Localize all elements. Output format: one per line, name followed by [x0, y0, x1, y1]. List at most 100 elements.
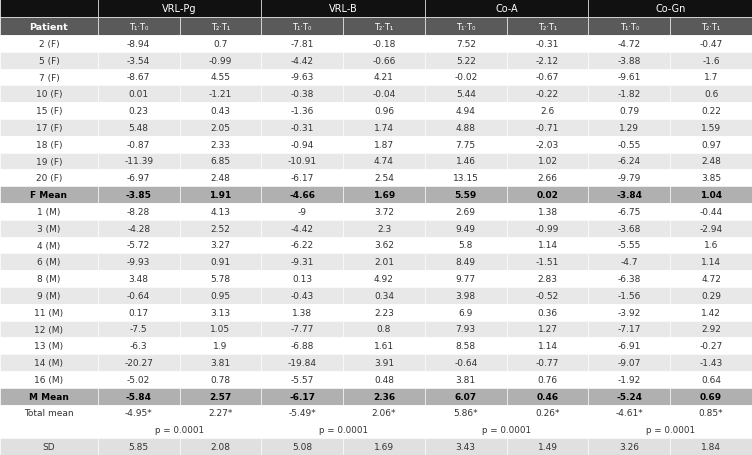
Bar — [0, 0, 98, 18]
Bar — [589, 170, 670, 187]
Text: -6.88: -6.88 — [290, 342, 314, 350]
Text: -2.12: -2.12 — [536, 56, 559, 66]
Bar — [343, 371, 425, 388]
Bar — [343, 103, 425, 120]
Bar — [507, 53, 589, 70]
Bar — [343, 438, 425, 455]
Text: -19.84: -19.84 — [288, 359, 317, 367]
Bar — [262, 220, 343, 237]
Text: -4.66: -4.66 — [290, 191, 315, 200]
Bar — [507, 103, 589, 120]
Bar — [589, 53, 670, 70]
Bar — [0, 254, 98, 271]
Text: 1.9: 1.9 — [214, 342, 228, 350]
Text: VRL-Pg: VRL-Pg — [162, 4, 197, 14]
Bar — [98, 304, 180, 321]
Text: -0.99: -0.99 — [209, 56, 232, 66]
Bar — [0, 18, 98, 36]
Bar — [180, 388, 262, 404]
Bar — [98, 404, 180, 421]
Bar — [343, 271, 425, 288]
Text: 10 (F): 10 (F) — [35, 90, 62, 99]
Bar — [507, 18, 589, 36]
Text: F Mean: F Mean — [30, 191, 68, 200]
Bar — [0, 404, 98, 421]
Text: 2.83: 2.83 — [538, 274, 557, 283]
Text: 2 (F): 2 (F) — [38, 40, 59, 49]
Text: Patient: Patient — [29, 22, 68, 31]
Bar — [670, 153, 752, 170]
Text: 0.97: 0.97 — [701, 141, 721, 149]
Bar — [670, 288, 752, 304]
Bar — [670, 203, 752, 220]
Text: 0.29: 0.29 — [701, 291, 721, 300]
Text: 5.78: 5.78 — [211, 274, 231, 283]
Text: -0.94: -0.94 — [290, 141, 314, 149]
Text: -0.04: -0.04 — [372, 90, 396, 99]
Text: 6.85: 6.85 — [211, 157, 231, 166]
Text: 7.52: 7.52 — [456, 40, 476, 49]
Text: -0.99: -0.99 — [536, 224, 559, 233]
Text: 1.69: 1.69 — [373, 191, 395, 200]
Text: 7.93: 7.93 — [456, 325, 476, 334]
Bar — [98, 0, 262, 18]
Bar — [425, 304, 507, 321]
Bar — [98, 120, 180, 136]
Bar — [0, 103, 98, 120]
Bar — [343, 203, 425, 220]
Text: 5.44: 5.44 — [456, 90, 476, 99]
Bar — [0, 371, 98, 388]
Bar — [0, 220, 98, 237]
Text: T₁·T₀: T₁·T₀ — [129, 22, 148, 31]
Text: 0.01: 0.01 — [129, 90, 149, 99]
Text: -3.92: -3.92 — [617, 308, 641, 317]
Text: -3.68: -3.68 — [617, 224, 641, 233]
Bar — [425, 70, 507, 86]
Text: 2.23: 2.23 — [374, 308, 394, 317]
Text: 8 (M): 8 (M) — [37, 274, 61, 283]
Bar — [670, 53, 752, 70]
Bar — [670, 438, 752, 455]
Text: 3.72: 3.72 — [374, 207, 394, 217]
Text: -0.43: -0.43 — [290, 291, 314, 300]
Bar — [0, 136, 98, 153]
Bar — [589, 120, 670, 136]
Bar — [507, 86, 589, 103]
Text: 5.86*: 5.86* — [453, 409, 478, 418]
Text: -0.55: -0.55 — [617, 141, 641, 149]
Text: -4.72: -4.72 — [617, 40, 641, 49]
Text: -0.02: -0.02 — [454, 73, 478, 82]
Bar — [98, 36, 180, 53]
Text: 2.66: 2.66 — [538, 174, 557, 183]
Bar — [343, 388, 425, 404]
Text: -8.94: -8.94 — [127, 40, 150, 49]
Bar — [670, 404, 752, 421]
Text: 3.27: 3.27 — [211, 241, 230, 250]
Text: 17 (F): 17 (F) — [35, 124, 62, 132]
Bar — [0, 438, 98, 455]
Bar — [507, 187, 589, 203]
Text: 2.01: 2.01 — [374, 258, 394, 267]
Bar — [262, 404, 343, 421]
Bar — [180, 103, 262, 120]
Text: 8.49: 8.49 — [456, 258, 476, 267]
Text: -4.95*: -4.95* — [125, 409, 153, 418]
Text: 0.46: 0.46 — [536, 392, 559, 401]
Bar — [343, 120, 425, 136]
Text: 1.59: 1.59 — [701, 124, 721, 132]
Bar — [425, 321, 507, 338]
Text: 1.74: 1.74 — [374, 124, 394, 132]
Text: 3.91: 3.91 — [374, 359, 394, 367]
Text: -3.54: -3.54 — [127, 56, 150, 66]
Bar — [425, 153, 507, 170]
Bar — [425, 438, 507, 455]
Bar — [262, 0, 425, 18]
Text: 2.36: 2.36 — [373, 392, 395, 401]
Bar — [589, 0, 752, 18]
Text: -0.22: -0.22 — [536, 90, 559, 99]
Bar — [507, 203, 589, 220]
Text: -5.24: -5.24 — [617, 392, 642, 401]
Text: -0.87: -0.87 — [127, 141, 150, 149]
Text: 3.62: 3.62 — [374, 241, 394, 250]
Text: 1.04: 1.04 — [700, 191, 722, 200]
